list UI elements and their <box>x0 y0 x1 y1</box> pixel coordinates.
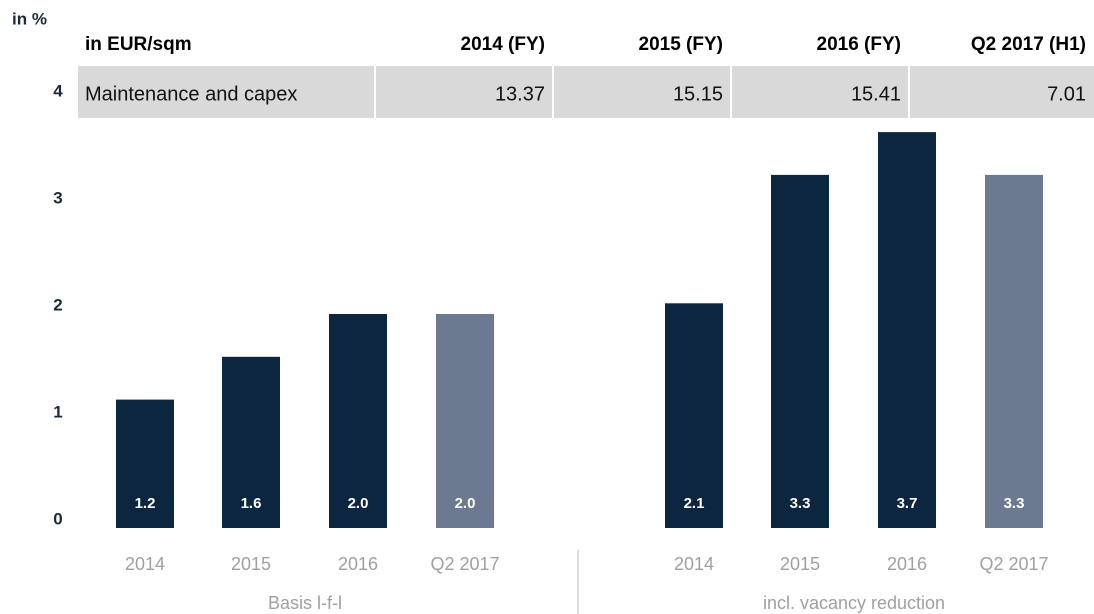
y-tick-label: 1 <box>53 402 62 421</box>
table-header: 2016 (FY) <box>817 34 901 55</box>
y-tick-label: 4 <box>53 81 63 100</box>
group-label: incl. vacancy reduction <box>763 593 945 613</box>
table-cell <box>910 66 1094 118</box>
table-header: in EUR/sqm <box>85 34 192 55</box>
bar <box>116 399 174 528</box>
table-cell <box>732 66 908 118</box>
x-tick-label: Q2 2017 <box>430 554 499 574</box>
value-label: 3.3 <box>790 495 811 512</box>
value-label: 2.0 <box>455 495 476 512</box>
bar <box>771 174 829 528</box>
value-label: 2.1 <box>684 495 705 512</box>
table-cell <box>554 66 730 118</box>
x-tick-label: 2014 <box>674 554 714 574</box>
table-cell-text: 7.01 <box>1047 83 1086 105</box>
bar <box>878 132 936 528</box>
table-cell-text: Maintenance and capex <box>85 83 297 105</box>
table-header: 2015 (FY) <box>639 34 723 55</box>
bar <box>222 356 280 528</box>
bar <box>329 314 387 528</box>
x-tick-label: 2014 <box>125 554 165 574</box>
y-tick-label: 2 <box>53 295 62 314</box>
table-cell-text: 15.41 <box>851 83 901 105</box>
table-header: 2014 (FY) <box>461 34 545 55</box>
table-cell <box>78 66 374 118</box>
x-tick-label: 2015 <box>231 554 271 574</box>
bar <box>985 174 1043 528</box>
y-tick-label: 0 <box>53 509 62 528</box>
value-label: 3.7 <box>897 495 918 512</box>
group-label: Basis l-f-l <box>268 593 342 613</box>
table-cell-text: 15.15 <box>673 83 723 105</box>
x-tick-label: 2016 <box>887 554 927 574</box>
table-cell <box>376 66 552 118</box>
value-label: 1.6 <box>241 495 262 512</box>
x-tick-label: 2015 <box>780 554 820 574</box>
x-tick-label: 2016 <box>338 554 378 574</box>
y-axis-label: in % <box>12 9 47 28</box>
table-header: Q2 2017 (H1) <box>971 34 1086 55</box>
bar <box>665 303 723 528</box>
x-tick-label: Q2 2017 <box>979 554 1048 574</box>
value-label: 3.3 <box>1004 495 1025 512</box>
bar <box>436 314 494 528</box>
value-label: 1.2 <box>135 495 156 512</box>
table-cell-text: 13.37 <box>495 83 545 105</box>
y-tick-label: 3 <box>53 188 62 207</box>
value-label: 2.0 <box>348 495 369 512</box>
